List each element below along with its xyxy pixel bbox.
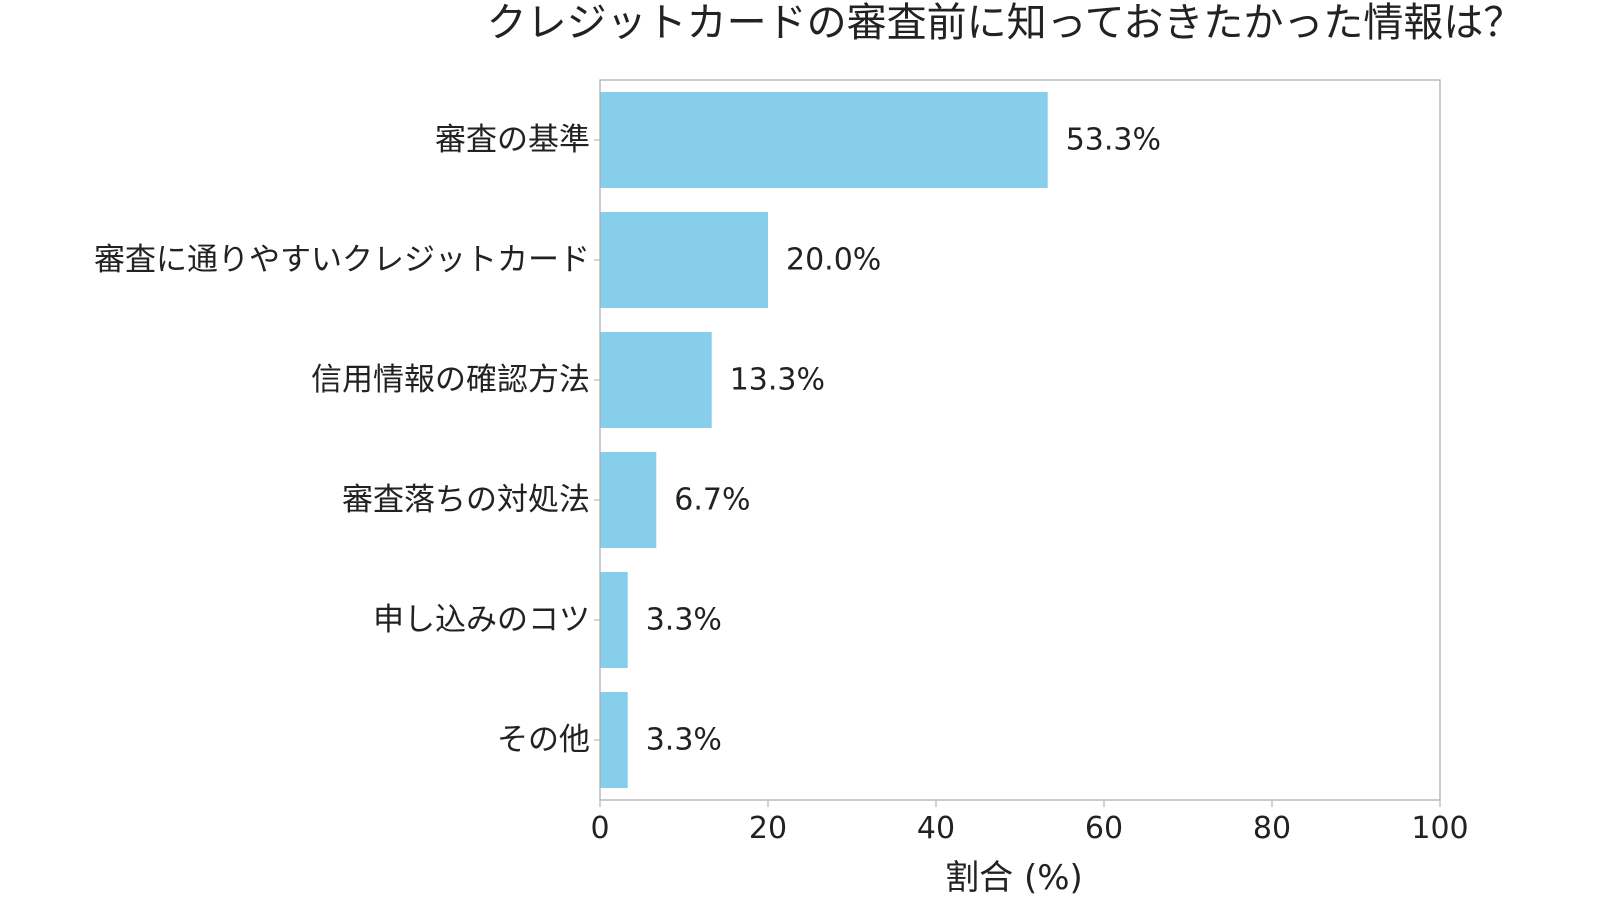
value-label: 3.3% — [646, 603, 722, 638]
category-label: 審査の基準 — [435, 122, 590, 158]
value-label: 53.3% — [1066, 123, 1161, 158]
x-tick-label: 60 — [1085, 811, 1123, 846]
chart-title: クレジットカードの審査前に知っておきたかった情報は？ — [487, 0, 1524, 46]
value-label: 3.3% — [646, 723, 722, 758]
bar — [600, 692, 628, 788]
plot-frame — [599, 79, 1441, 801]
x-tick-label: 0 — [590, 811, 609, 846]
value-label: 20.0% — [786, 243, 881, 278]
value-label: 6.7% — [674, 483, 750, 518]
bar — [600, 332, 712, 428]
bar — [600, 212, 768, 308]
x-tick-label: 80 — [1253, 811, 1291, 846]
category-label: 審査落ちの対処法 — [342, 482, 590, 518]
value-label: 13.3% — [730, 363, 825, 398]
bar — [600, 572, 628, 668]
category-label: その他 — [497, 722, 590, 758]
x-axis-label: 割合 (%) — [945, 858, 1083, 898]
category-label: 信用情報の確認方法 — [311, 362, 590, 398]
x-tick-label: 40 — [917, 811, 955, 846]
category-label: 審査に通りやすいクレジットカード — [94, 242, 590, 278]
plot-area: 審査の基準 53.3% 審査に通りやすいクレジットカード 20.0% 信用情報の確認方法… — [94, 79, 1469, 846]
category-label: 申し込みのコツ — [373, 602, 590, 638]
bar — [600, 92, 1048, 188]
x-tick-label: 20 — [749, 811, 787, 846]
bar — [600, 452, 657, 548]
x-tick-label: 100 — [1411, 811, 1468, 846]
